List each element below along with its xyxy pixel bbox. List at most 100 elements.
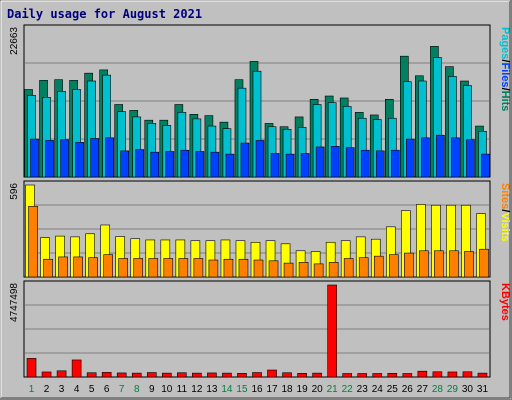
bar-kbytes-day-30 bbox=[462, 371, 473, 378]
bar-kbytes-day-18 bbox=[282, 372, 292, 378]
x-tick-label: 28 bbox=[432, 384, 444, 395]
panel-kbytes: 4747498 KBytes bbox=[9, 280, 511, 378]
bar-pages-day-18 bbox=[285, 153, 295, 178]
bar-kbytes-day-4 bbox=[71, 359, 82, 378]
bar-pages-day-24 bbox=[375, 150, 385, 178]
bar-kbytes-day-17 bbox=[267, 369, 277, 378]
bar-kbytes-day-2 bbox=[41, 371, 52, 378]
bar-sites-day-6 bbox=[103, 254, 113, 278]
bar-sites-day-13 bbox=[208, 259, 219, 278]
x-tick-label: 29 bbox=[447, 384, 459, 395]
x-tick-label: 20 bbox=[312, 384, 324, 395]
bar-pages-day-19 bbox=[300, 153, 310, 178]
x-tick-label: 25 bbox=[387, 384, 399, 395]
bar-kbytes-day-8 bbox=[131, 372, 142, 378]
x-tick-label: 7 bbox=[119, 384, 125, 395]
bar-kbytes-day-26 bbox=[402, 373, 413, 378]
bar-kbytes-day-3 bbox=[56, 370, 67, 378]
bar-kbytes-day-6 bbox=[101, 372, 112, 378]
legend-item: Files bbox=[499, 62, 511, 87]
bar-kbytes-day-14 bbox=[222, 372, 232, 378]
bar-kbytes-day-9 bbox=[146, 372, 157, 378]
legend-item: Pages bbox=[499, 27, 511, 59]
bar-pages-day-5 bbox=[90, 138, 99, 178]
bar-kbytes-day-22 bbox=[342, 373, 352, 378]
bar-pages-day-12 bbox=[195, 151, 205, 178]
legend-item: Visits bbox=[499, 212, 511, 241]
bar-sites-day-8 bbox=[133, 258, 144, 278]
x-tick-label: 10 bbox=[161, 384, 173, 395]
bar-pages-day-11 bbox=[180, 149, 190, 178]
legend-kbytes: KBytes bbox=[499, 283, 511, 321]
bar-pages-day-25 bbox=[390, 149, 400, 178]
bar-pages-day-13 bbox=[210, 151, 220, 178]
x-tick-label: 22 bbox=[342, 384, 354, 395]
bar-pages-day-16 bbox=[255, 140, 265, 178]
x-tick-label: 1 bbox=[29, 384, 35, 395]
bar-sites-day-18 bbox=[283, 262, 294, 278]
bar-kbytes-day-24 bbox=[372, 373, 383, 378]
bar-sites-day-23 bbox=[358, 257, 369, 278]
bar-pages-day-14 bbox=[225, 153, 235, 178]
bar-kbytes-day-5 bbox=[86, 372, 97, 378]
bar-kbytes-day-16 bbox=[252, 372, 262, 378]
bar-kbytes-day-1 bbox=[26, 358, 37, 378]
bar-sites-day-25 bbox=[388, 254, 399, 278]
bar-sites-day-19 bbox=[298, 262, 309, 278]
x-tick-label: 8 bbox=[134, 384, 140, 395]
x-tick-label: 14 bbox=[221, 384, 233, 395]
x-axis-day-labels: 1 2 3 4 5 6 7 8 9 10 11 12 13 14 15 16 17 18 19 20 21 22 23 24 2… bbox=[29, 384, 489, 395]
bar-sites-day-24 bbox=[373, 255, 384, 278]
x-tick-label: 24 bbox=[372, 384, 384, 395]
x-tick-label: 6 bbox=[104, 384, 110, 395]
x-tick-label: 5 bbox=[89, 384, 95, 395]
bar-pages-day-21 bbox=[330, 146, 340, 178]
bar-kbytes-day-11 bbox=[177, 372, 187, 378]
legend-pages-files-hits: Pages/Files/Hits bbox=[499, 27, 511, 111]
bar-sites-day-12 bbox=[193, 258, 204, 278]
bar-pages-day-8 bbox=[135, 149, 145, 178]
bar-kbytes-day-29 bbox=[447, 371, 458, 378]
x-tick-label: 11 bbox=[177, 384, 188, 395]
bar-sites-day-9 bbox=[148, 258, 159, 278]
x-tick-label: 18 bbox=[281, 384, 293, 395]
bar-pages-day-28 bbox=[436, 134, 445, 178]
bar-sites-day-7 bbox=[118, 258, 129, 278]
bar-sites-day-21 bbox=[328, 262, 339, 278]
x-tick-label: 17 bbox=[266, 384, 278, 395]
bar-kbytes-day-7 bbox=[116, 372, 127, 378]
bar-pages-day-23 bbox=[360, 149, 370, 178]
bar-sites-day-20 bbox=[313, 263, 324, 278]
bar-kbytes-day-23 bbox=[357, 373, 368, 378]
bar-pages-day-6 bbox=[105, 137, 114, 178]
bar-sites-day-31 bbox=[479, 248, 489, 278]
ymax-label-visits-sites: 596 bbox=[9, 183, 20, 200]
ymax-label-kbytes: 4747498 bbox=[9, 283, 20, 322]
bar-sites-day-15 bbox=[238, 258, 249, 278]
legend-visits-sites: Sites/Visits bbox=[499, 183, 511, 242]
legend-item: Sites bbox=[499, 183, 511, 209]
bar-sites-day-30 bbox=[464, 251, 474, 278]
bar-kbytes-day-31 bbox=[477, 372, 488, 378]
x-tick-label: 30 bbox=[462, 384, 474, 395]
legend-item: / bbox=[499, 59, 511, 62]
x-tick-label: 26 bbox=[402, 384, 414, 395]
bar-sites-day-22 bbox=[343, 258, 354, 278]
bar-sites-day-3 bbox=[58, 256, 68, 278]
ymax-label-pages-files-hits: 22663 bbox=[9, 27, 20, 55]
bar-pages-day-22 bbox=[345, 147, 355, 178]
bar-sites-day-1 bbox=[28, 206, 38, 278]
bar-sites-day-5 bbox=[88, 257, 98, 278]
bar-pages-day-31 bbox=[481, 153, 490, 178]
chart-title: Daily usage for August 2021 bbox=[7, 7, 202, 21]
x-tick-label: 21 bbox=[327, 384, 339, 395]
panel-pages-files-hits: 22663 Pages/Files/Hits bbox=[9, 24, 511, 178]
bar-sites-day-11 bbox=[178, 258, 189, 278]
bar-pages-day-9 bbox=[150, 151, 160, 178]
bar-kbytes-day-12 bbox=[192, 372, 202, 378]
bar-pages-day-15 bbox=[240, 142, 250, 178]
bar-pages-day-30 bbox=[466, 139, 475, 178]
bar-kbytes-day-15 bbox=[237, 373, 247, 378]
x-tick-label: 15 bbox=[236, 384, 248, 395]
